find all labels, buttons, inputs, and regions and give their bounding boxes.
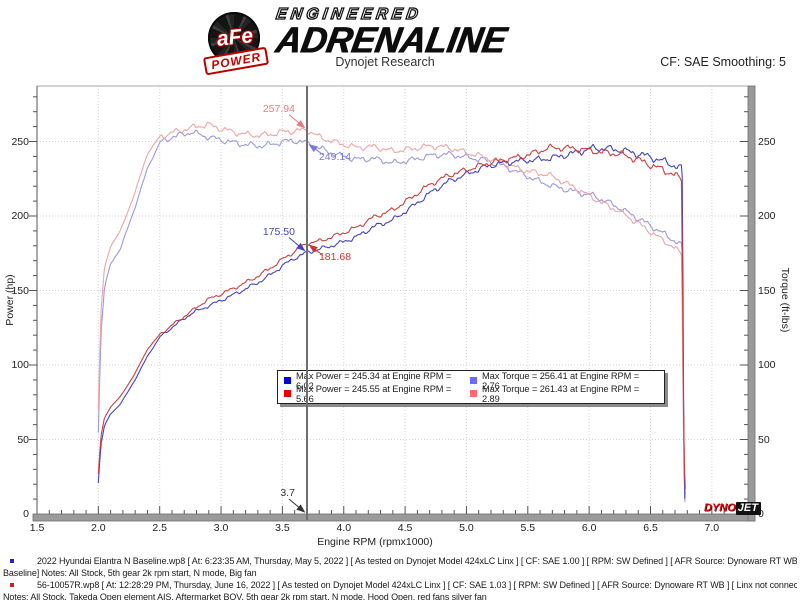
x-tick-label: 4.5: [397, 522, 413, 534]
legend-row-p5r: Max Power = 245.55 at Engine RPM = 5.66 …: [284, 384, 658, 404]
dynojet-logo-dyno: DYNO: [704, 502, 736, 514]
right-tick-label: 0: [758, 508, 785, 520]
afe-power-logo: aFe POWER: [202, 10, 270, 76]
cf-smoothing-label: CF: SAE Smoothing: 5: [660, 55, 786, 69]
x-tick-label: 5.5: [520, 522, 536, 534]
dynojet-logo-jet: JET: [735, 502, 761, 515]
x-tick-label: 3.5: [275, 522, 290, 534]
x-tick-label: 5.0: [459, 522, 474, 534]
run-note-line: 2022 Hyundai Elantra N Baseline.wp8 [ At…: [37, 556, 797, 566]
run-note-line: Baseline] Notes: All Stock, 5th gear 2k …: [3, 567, 257, 578]
cursor-value-annotation: 249.14: [318, 150, 352, 163]
rpm-cursor-line[interactable]: [305, 86, 308, 520]
left-axis-title: Power (hp): [4, 274, 16, 326]
left-tick-label: 200: [11, 210, 29, 222]
right-tick-label: 100: [758, 359, 776, 371]
x-tick-label: 6.5: [643, 522, 658, 534]
brand-lockup: ENGINEERED ADRENALINE: [272, 5, 606, 61]
cursor-value-annotation: 3.7: [280, 487, 295, 499]
x-tick-label: 4.0: [336, 522, 352, 534]
x-tick-label: 7.0: [704, 522, 720, 534]
cursor-value-annotation: 257.94: [262, 102, 295, 115]
x-axis-title: Engine RPM (rpmx1000): [317, 536, 433, 548]
cursor-value-annotation: 175.50: [262, 225, 295, 238]
left-tick-label: 0: [23, 508, 29, 520]
right-axis-title: Torque (ft-lbs): [779, 267, 791, 333]
x-tick-label: 2.5: [152, 522, 167, 534]
left-tick-label: 250: [11, 135, 29, 148]
right-tick-label: 250: [758, 135, 776, 148]
run-notes: 2022 Hyundai Elantra N Baseline.wp8 [ At…: [3, 556, 797, 600]
right-tick-label: 50: [758, 433, 770, 446]
page-title: Dynojet Research: [335, 55, 435, 69]
x-tick-label: 1.5: [29, 522, 45, 534]
right-tick-label: 150: [758, 284, 776, 297]
cursor-value-annotation: 181.68: [318, 251, 352, 264]
max-values-legend: Max Power = 245.34 at Engine RPM = 6.02 …: [277, 370, 665, 404]
dynojet-logo: DYNO JET: [704, 502, 761, 515]
baseline-run-bullet-icon: [10, 559, 14, 563]
run-note-p5r: 56-10057R.wp8 [ At: 12:28:29 PM, Thursda…: [3, 580, 797, 600]
legend-item-max-power-p5r: Max Power = 245.55 at Engine RPM = 5.66: [284, 384, 470, 404]
left-tick-label: 50: [17, 433, 29, 446]
torque-p5r-swatch: [470, 390, 477, 397]
power-p5r-swatch: [284, 390, 291, 397]
run-note-line: Notes: All Stock, Takeda Open element AI…: [3, 591, 487, 600]
run-note-line: 56-10057R.wp8 [ At: 12:28:29 PM, Thursda…: [37, 580, 797, 590]
x-tick-label: 3.0: [213, 522, 229, 534]
legend-label: Max Torque = 261.43 at Engine RPM = 2.89: [482, 383, 640, 404]
x-tick-label: 6.0: [581, 522, 597, 534]
p5r-run-bullet-icon: [10, 583, 14, 587]
right-tick-label: 200: [758, 210, 776, 222]
x-tick-label: 2.0: [91, 522, 106, 534]
left-tick-label: 100: [11, 359, 29, 371]
left-tick-label: 150: [11, 284, 29, 297]
run-note-baseline: 2022 Hyundai Elantra N Baseline.wp8 [ At…: [3, 556, 797, 579]
legend-item-max-torque-p5r: Max Torque = 261.43 at Engine RPM = 2.89: [470, 384, 656, 404]
legend-label: Max Power = 245.55 at Engine RPM = 5.66: [296, 383, 452, 404]
